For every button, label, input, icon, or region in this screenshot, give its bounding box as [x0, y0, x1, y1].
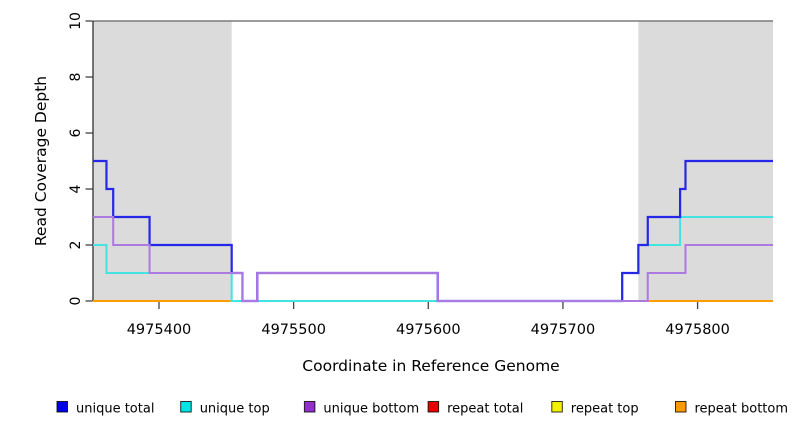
x-tick-label: 4975400 [127, 322, 192, 338]
legend-label: repeat top [571, 402, 639, 417]
shaded-region [93, 21, 232, 301]
legend-marker [427, 401, 440, 413]
legend-label: unique bottom [323, 402, 419, 417]
y-tick-label: 6 [68, 128, 84, 137]
legend-marker [56, 401, 68, 413]
y-tick-label: 0 [68, 297, 84, 306]
series-line-unique-bottom [93, 216, 773, 302]
y-tick-label: 10 [68, 12, 84, 30]
legend-item-repeat-bottom: repeat bottom [675, 401, 789, 417]
legend-label: unique top [200, 402, 270, 417]
plot-background-layer [93, 20, 773, 301]
legend-marker [180, 401, 192, 413]
x-tick-label: 4975800 [665, 322, 730, 338]
legend-label: repeat bottom [695, 402, 789, 417]
legend-marker [303, 401, 316, 413]
y-tick-label: 4 [68, 184, 84, 193]
legend: unique total unique top unique bottom repea… [56, 401, 789, 417]
y-tick-label: 2 [68, 241, 84, 250]
legend-label: unique total [76, 402, 154, 417]
legend-marker [551, 401, 563, 413]
legend-item-repeat-top: repeat top [551, 401, 639, 417]
legend-item-unique-total: unique total [56, 401, 154, 417]
x-axis-label: Coordinate in Reference Genome [302, 357, 559, 375]
legend-item-unique-bottom: unique bottom [303, 401, 419, 417]
legend-label: repeat total [447, 402, 523, 417]
y-tick-label: 8 [68, 73, 84, 82]
legend-item-unique-top: unique top [180, 401, 270, 417]
x-tick-label: 4975700 [531, 322, 596, 338]
series-layer [93, 159, 773, 303]
legend-item-repeat-total: repeat total [427, 401, 523, 417]
y-axis-label: Read Coverage Depth [32, 76, 50, 246]
legend-marker [675, 401, 687, 413]
x-tick-label: 4975600 [396, 322, 461, 338]
x-tick-label: 4975500 [261, 322, 326, 338]
